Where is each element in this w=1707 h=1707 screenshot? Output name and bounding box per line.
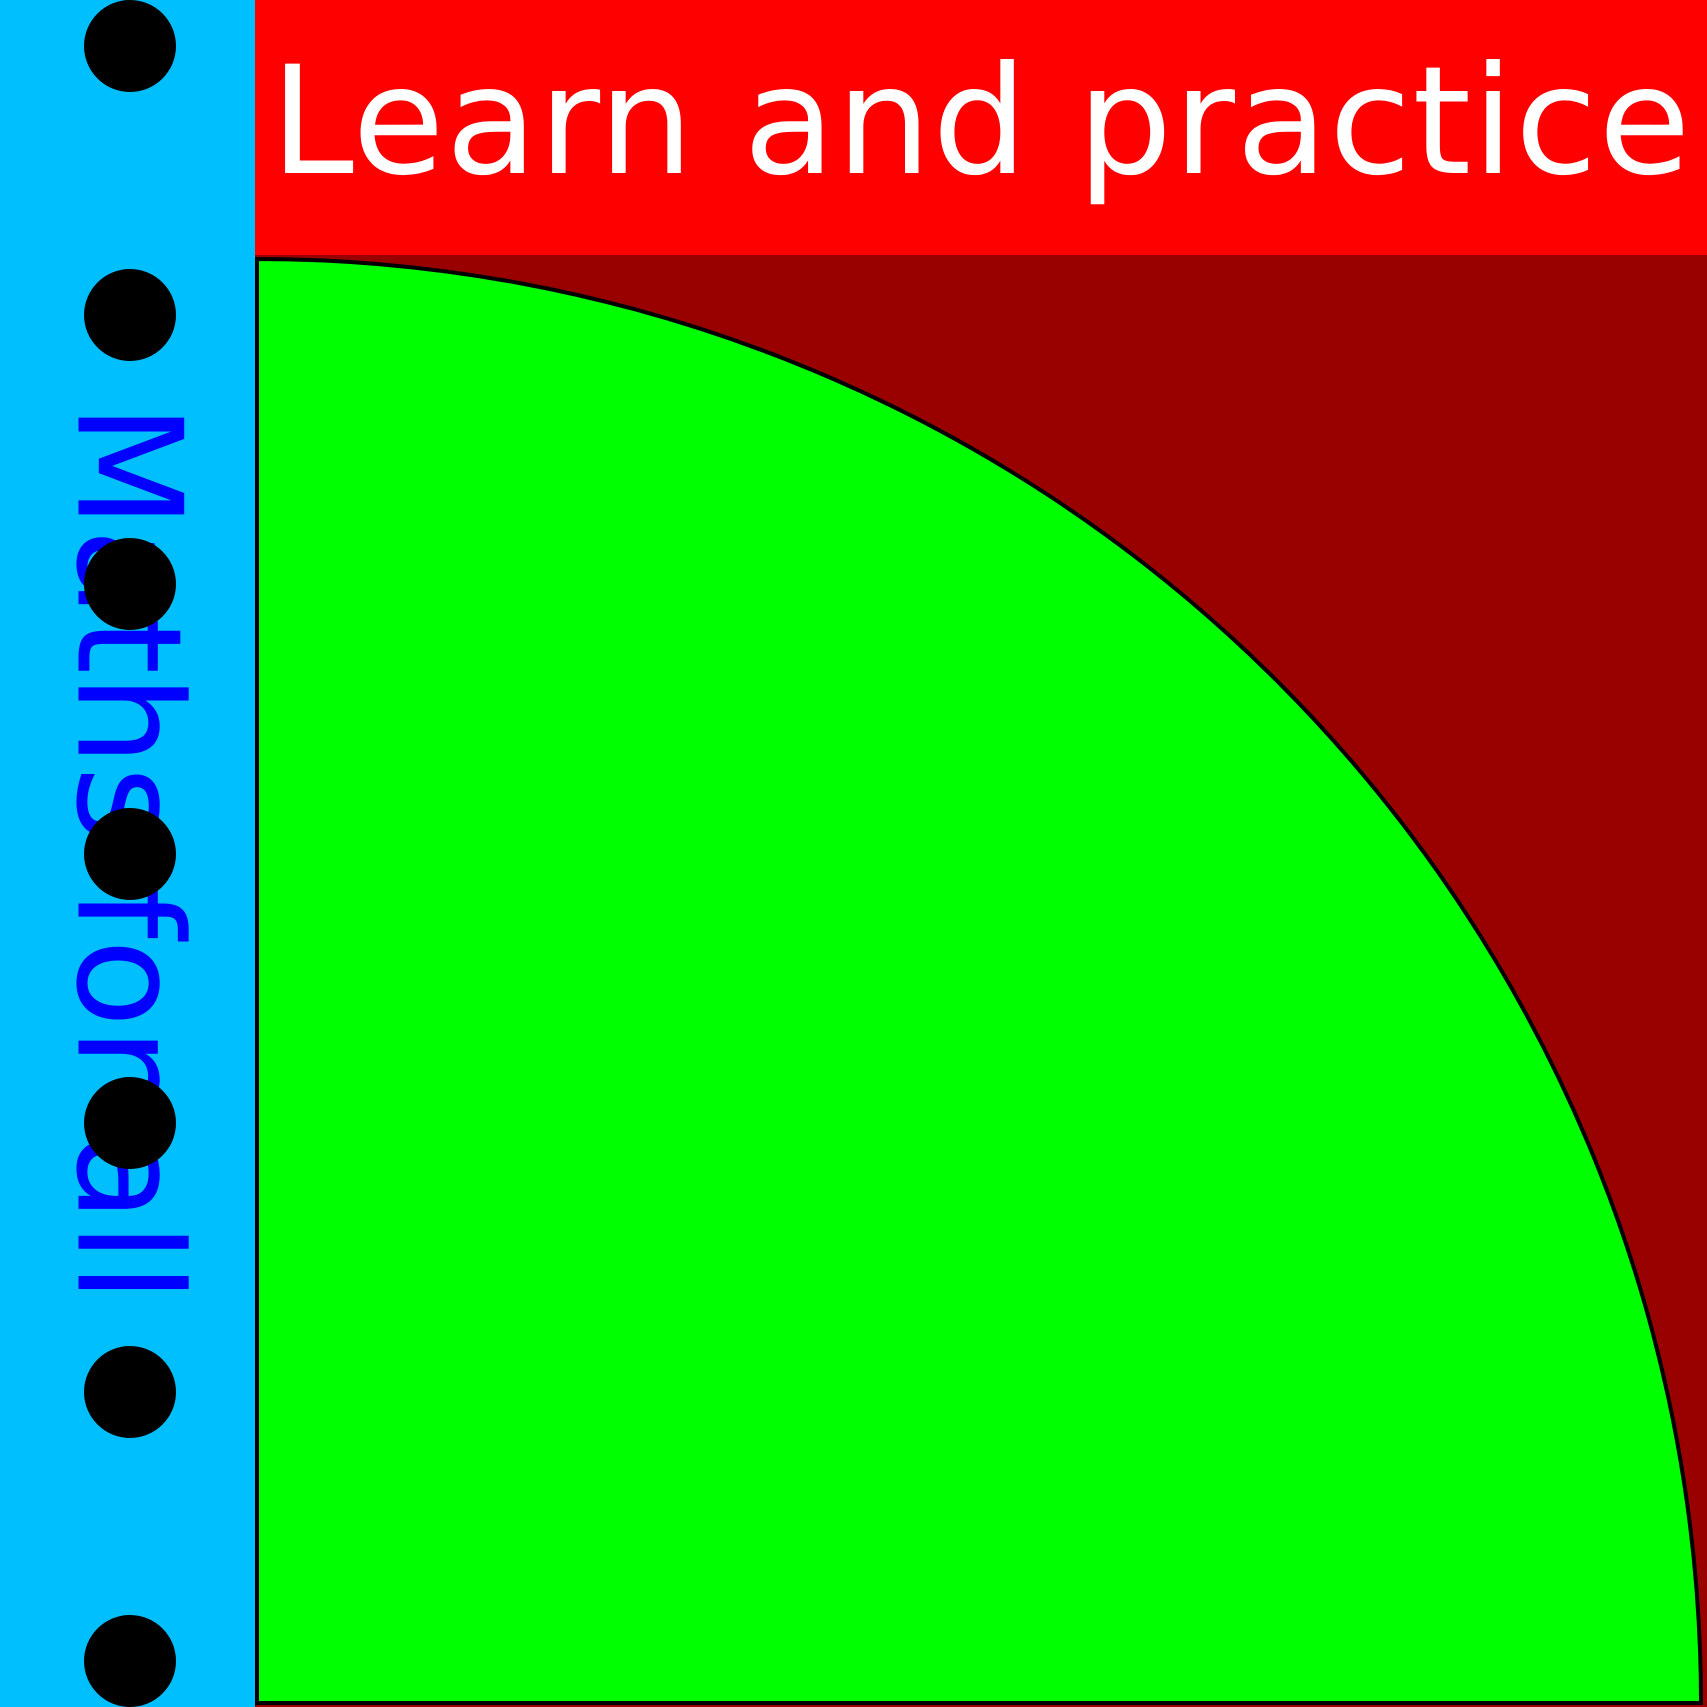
binder-hole xyxy=(84,1615,176,1707)
binder-hole xyxy=(84,538,176,631)
binder-hole xyxy=(84,0,176,92)
binder-hole xyxy=(84,1345,176,1438)
illustration-area xyxy=(255,255,1707,1707)
header-title: Learn and practice xyxy=(270,34,1692,209)
sidebar: Maths for all xyxy=(0,0,255,1707)
quarter-circle xyxy=(255,256,1704,1705)
binder-hole xyxy=(84,269,176,362)
binder-hole xyxy=(84,1076,176,1169)
quarter-circle-illustration xyxy=(255,255,1707,1707)
header-banner: Learn and practice xyxy=(255,0,1707,255)
binder-hole xyxy=(84,807,176,900)
